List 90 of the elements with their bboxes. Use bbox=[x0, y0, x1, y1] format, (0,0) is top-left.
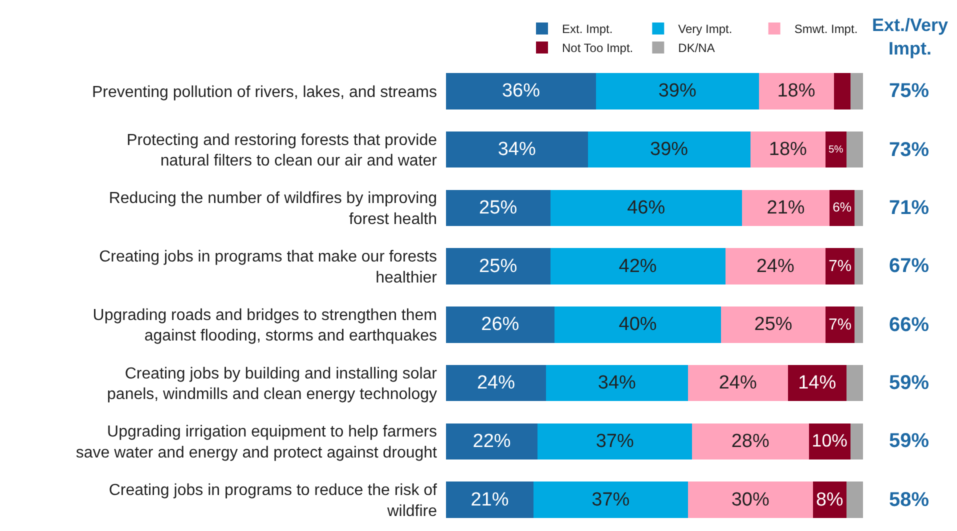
y-tick-label: Creating jobs in programs that make our forests healthier bbox=[99, 248, 438, 286]
data-label: 39% bbox=[650, 139, 688, 160]
data-label: 24% bbox=[756, 256, 794, 277]
data-label: 30% bbox=[731, 489, 770, 510]
data-label: 34% bbox=[598, 372, 636, 394]
bar bbox=[725, 248, 826, 284]
legend-label: Ext. Impt. bbox=[562, 22, 613, 36]
y-tick-label: Creating jobs by building and installing solar panels, windmills and clean energy technology bbox=[107, 365, 438, 404]
bar bbox=[446, 190, 550, 226]
bar bbox=[588, 131, 750, 168]
legend-label: Smwt. Impt. bbox=[794, 22, 858, 36]
text: 75% bbox=[889, 80, 930, 102]
data-label: 28% bbox=[731, 430, 770, 452]
bar bbox=[446, 73, 596, 110]
bar bbox=[721, 306, 826, 343]
bar bbox=[788, 364, 846, 402]
bar bbox=[834, 73, 850, 110]
legend-label: Very Impt. bbox=[678, 22, 732, 36]
bar bbox=[446, 364, 546, 402]
bar bbox=[846, 364, 863, 402]
y-tick-label: Protecting and restoring forests that provide natural filters to clean our air and water bbox=[126, 132, 438, 170]
text: 59% bbox=[889, 372, 930, 394]
bar bbox=[446, 482, 534, 518]
bar bbox=[854, 306, 863, 343]
data-label: 46% bbox=[627, 197, 666, 218]
data-label: 36% bbox=[502, 80, 540, 102]
data-label: 8% bbox=[816, 488, 844, 510]
bar bbox=[546, 364, 688, 402]
bar bbox=[825, 131, 846, 168]
bar bbox=[446, 131, 588, 168]
bar bbox=[446, 306, 554, 343]
text: 73% bbox=[889, 139, 930, 161]
bar bbox=[825, 248, 855, 284]
data-label: 7% bbox=[828, 258, 852, 275]
y-tick-label: Upgrading roads and bridges to strengthen them against flooding, storms and earthquakes bbox=[92, 306, 437, 345]
text: 67% bbox=[889, 255, 930, 277]
data-label: 25% bbox=[479, 256, 518, 277]
data-label: 18% bbox=[777, 80, 816, 102]
data-label: 26% bbox=[481, 314, 520, 336]
data-label: 24% bbox=[718, 372, 757, 394]
y-tick-label: Creating jobs in programs to reduce the risk of wildfire bbox=[108, 482, 438, 520]
data-label: 39% bbox=[658, 80, 696, 102]
legend-label: DK/NA bbox=[678, 41, 715, 56]
data-label: 40% bbox=[618, 314, 657, 336]
bar bbox=[550, 190, 742, 226]
data-label: 37% bbox=[596, 430, 634, 452]
legend-label: Not Too Impt. bbox=[562, 41, 634, 56]
bar bbox=[554, 306, 722, 343]
data-label: 25% bbox=[754, 314, 792, 336]
bar bbox=[825, 306, 855, 343]
text: 71% bbox=[889, 197, 930, 219]
bar bbox=[596, 73, 759, 110]
data-label: 34% bbox=[498, 139, 536, 160]
bar bbox=[854, 190, 863, 226]
text: 59% bbox=[889, 430, 930, 452]
data-label: 37% bbox=[592, 489, 630, 510]
bar bbox=[854, 248, 863, 284]
bar bbox=[846, 482, 863, 518]
y-tick-label: Upgrading irrigation equipment to help farmers save water and energy and protect against drought bbox=[76, 424, 438, 462]
bar bbox=[534, 482, 688, 518]
bar bbox=[742, 190, 830, 226]
data-label: 14% bbox=[798, 372, 836, 394]
bar bbox=[758, 73, 834, 110]
bar bbox=[550, 248, 726, 284]
data-label: 5% bbox=[828, 144, 844, 156]
bar bbox=[850, 73, 863, 110]
data-label: 21% bbox=[766, 197, 805, 218]
y-tick-label: Reducing the number of wildfires by improving forest health bbox=[108, 190, 437, 228]
bar bbox=[446, 248, 550, 284]
data-label: 6% bbox=[832, 200, 852, 215]
y-tick-label: Preventing pollution of rivers, lakes, and streams bbox=[92, 84, 437, 101]
text: Ext./Very Impt. bbox=[872, 15, 948, 58]
bar bbox=[688, 364, 788, 402]
data-label: 22% bbox=[472, 430, 511, 452]
bar bbox=[688, 482, 813, 518]
bar bbox=[692, 423, 809, 460]
data-label: 25% bbox=[479, 197, 518, 218]
bar bbox=[538, 423, 692, 460]
data-label: 10% bbox=[812, 430, 848, 451]
data-label: 24% bbox=[476, 372, 516, 394]
data-label: 42% bbox=[618, 256, 657, 277]
data-label: 18% bbox=[768, 139, 808, 160]
bar bbox=[846, 131, 863, 168]
bar bbox=[750, 131, 826, 168]
bar bbox=[850, 423, 863, 460]
text: 58% bbox=[889, 489, 930, 511]
data-label: 7% bbox=[828, 316, 852, 334]
data-label: 21% bbox=[470, 489, 509, 510]
bar bbox=[446, 423, 538, 460]
text: 66% bbox=[889, 314, 930, 336]
